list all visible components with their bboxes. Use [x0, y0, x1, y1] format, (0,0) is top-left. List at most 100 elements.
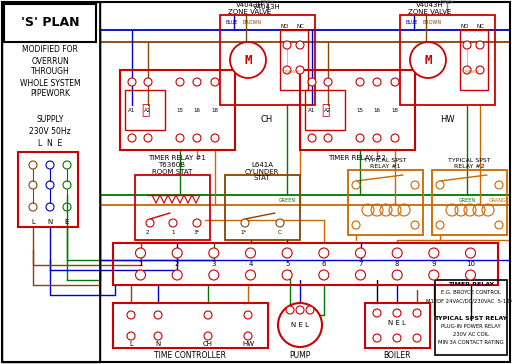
- Text: A1: A1: [129, 107, 136, 112]
- Text: THROUGH: THROUGH: [31, 67, 69, 76]
- Text: BROWN: BROWN: [243, 20, 262, 25]
- Text: 15: 15: [177, 107, 183, 112]
- Circle shape: [495, 221, 503, 229]
- Circle shape: [176, 134, 184, 142]
- Bar: [113, 303, 268, 348]
- Text: GREY: GREY: [440, 0, 454, 5]
- Circle shape: [392, 248, 402, 258]
- Circle shape: [436, 181, 444, 189]
- Text: 18: 18: [392, 107, 398, 112]
- Text: 18: 18: [211, 107, 219, 112]
- Circle shape: [282, 248, 292, 258]
- Circle shape: [154, 311, 162, 319]
- Circle shape: [193, 134, 201, 142]
- Circle shape: [319, 270, 329, 280]
- Bar: [435, 280, 507, 355]
- Circle shape: [411, 181, 419, 189]
- Text: RELAY #1: RELAY #1: [370, 165, 400, 170]
- Text: CYLINDER: CYLINDER: [245, 169, 279, 175]
- Text: TIMER RELAY #1: TIMER RELAY #1: [148, 155, 206, 161]
- Text: V4043H: V4043H: [236, 2, 264, 8]
- Text: 10: 10: [466, 261, 475, 267]
- Circle shape: [463, 66, 471, 74]
- Circle shape: [392, 270, 402, 280]
- Text: A2: A2: [144, 107, 152, 112]
- Bar: [400, 15, 495, 105]
- Circle shape: [209, 248, 219, 258]
- Text: 1: 1: [171, 229, 175, 234]
- Text: 1: 1: [138, 261, 143, 267]
- Text: M1EDF 24VAC/DC/230VAC  5-10Mi: M1EDF 24VAC/DC/230VAC 5-10Mi: [426, 298, 512, 304]
- Circle shape: [393, 334, 401, 342]
- Text: ORANGE: ORANGE: [283, 70, 301, 74]
- Text: M: M: [424, 54, 432, 67]
- Text: PLUG-IN POWER RELAY: PLUG-IN POWER RELAY: [441, 324, 501, 328]
- Text: PIPEWORK: PIPEWORK: [30, 90, 70, 99]
- Bar: [220, 15, 315, 105]
- Circle shape: [436, 221, 444, 229]
- Text: ORANGE: ORANGE: [463, 70, 481, 74]
- Text: ORANGE: ORANGE: [489, 198, 510, 203]
- Bar: [18, 152, 78, 227]
- Text: A1: A1: [308, 107, 315, 112]
- Circle shape: [411, 221, 419, 229]
- Circle shape: [245, 270, 255, 280]
- Circle shape: [283, 41, 291, 49]
- Text: ZONE VALVE: ZONE VALVE: [228, 9, 272, 15]
- Circle shape: [276, 219, 284, 227]
- Text: 230V 50Hz: 230V 50Hz: [29, 127, 71, 135]
- Text: 7: 7: [358, 261, 362, 267]
- Circle shape: [146, 219, 154, 227]
- Text: L641A: L641A: [251, 162, 273, 168]
- Text: MODIFIED FOR: MODIFIED FOR: [22, 46, 78, 55]
- Circle shape: [465, 248, 476, 258]
- Circle shape: [356, 134, 364, 142]
- Text: N: N: [155, 341, 161, 347]
- Circle shape: [282, 270, 292, 280]
- Text: TYPICAL SPST: TYPICAL SPST: [447, 158, 490, 162]
- Circle shape: [193, 78, 201, 86]
- Text: 6: 6: [322, 261, 326, 267]
- Text: TIMER RELAY: TIMER RELAY: [448, 282, 494, 288]
- Text: ZONE VALVE: ZONE VALVE: [408, 9, 452, 15]
- Circle shape: [296, 306, 304, 314]
- Text: HW: HW: [242, 341, 254, 347]
- Text: 1*: 1*: [240, 229, 246, 234]
- Text: ⟳: ⟳: [141, 103, 149, 117]
- Text: NO: NO: [281, 24, 289, 29]
- Text: BROWN: BROWN: [422, 20, 441, 25]
- Text: 230V AC COIL: 230V AC COIL: [453, 332, 489, 336]
- Circle shape: [429, 270, 439, 280]
- Circle shape: [373, 134, 381, 142]
- Circle shape: [463, 41, 471, 49]
- Text: WHOLE SYSTEM: WHOLE SYSTEM: [19, 79, 80, 87]
- Circle shape: [308, 134, 316, 142]
- Text: RELAY #2: RELAY #2: [454, 165, 484, 170]
- Text: 3: 3: [211, 261, 216, 267]
- Text: 4: 4: [248, 261, 253, 267]
- Bar: [365, 303, 430, 348]
- Circle shape: [172, 248, 182, 258]
- Text: HW: HW: [440, 115, 454, 124]
- Circle shape: [465, 270, 476, 280]
- Circle shape: [154, 332, 162, 340]
- Circle shape: [241, 219, 249, 227]
- Text: GREY: GREY: [260, 0, 274, 5]
- Text: 5: 5: [285, 261, 289, 267]
- Circle shape: [176, 78, 184, 86]
- Bar: [125, 90, 165, 130]
- Text: N E L: N E L: [291, 322, 309, 328]
- Circle shape: [244, 332, 252, 340]
- Circle shape: [169, 219, 177, 227]
- Text: 2: 2: [175, 261, 179, 267]
- Text: NO: NO: [461, 24, 469, 29]
- Circle shape: [230, 42, 266, 78]
- Text: 8: 8: [395, 261, 399, 267]
- Text: NC: NC: [476, 24, 484, 29]
- Bar: [300, 70, 415, 150]
- Circle shape: [144, 134, 152, 142]
- Text: TYPICAL SPST: TYPICAL SPST: [364, 158, 407, 162]
- Circle shape: [356, 78, 364, 86]
- Bar: [225, 175, 300, 240]
- Circle shape: [283, 66, 291, 74]
